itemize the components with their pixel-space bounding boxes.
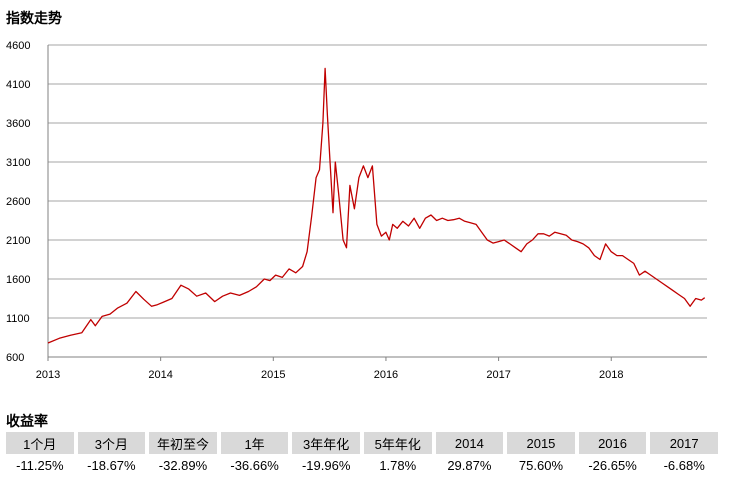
returns-header-cell: 2017	[650, 432, 718, 454]
returns-header-cell: 2015	[507, 432, 575, 454]
x-tick-label: 2014	[148, 369, 172, 381]
index-trend-chart: 600 1100 1600 2100 2600 3100 3600 4100 4600 2013…	[6, 40, 707, 381]
returns-header-cell: 3年年化	[292, 432, 360, 454]
series-line-0	[47, 67, 706, 344]
grid-lines	[48, 44, 707, 319]
returns-value-cell: -18.67%	[87, 457, 136, 473]
y-tick-label: 4600	[6, 40, 30, 52]
y-tick-label: 1600	[6, 274, 30, 286]
returns-value-cell: 29.87%	[447, 457, 492, 473]
x-tick-labels: 2013 2014 2015 2016 2017 2018	[36, 369, 624, 381]
returns-value-cell: -36.66%	[230, 457, 279, 473]
returns-header-cell: 3个月	[77, 432, 146, 454]
chart-title: 指数走势	[6, 10, 62, 26]
x-tick-label: 2017	[486, 369, 510, 381]
returns-header-row: 1个月 3个月 年初至今 1年 3年年化 5年年化 2014 2015 2016 2017	[6, 432, 718, 454]
returns-header-cell: 5年年化	[363, 432, 432, 454]
returns-header-cell: 1个月	[6, 432, 74, 454]
returns-value-row: -11.25% -18.67% -32.89% -36.66% -19.96% 1.78%…	[6, 454, 718, 476]
returns-header-cell: 2016	[578, 432, 647, 454]
returns-value-cell: -11.25%	[16, 457, 64, 473]
y-tick-label: 2100	[6, 235, 30, 247]
x-tick-label: 2013	[36, 369, 60, 381]
y-tick-label: 4100	[6, 79, 30, 91]
y-tick-label: 2600	[6, 196, 30, 208]
returns-header-cell: 年初至今	[149, 432, 217, 454]
series	[47, 67, 706, 344]
y-tick-label: 3600	[6, 118, 30, 130]
axes	[47, 45, 707, 361]
returns-header-cell: 1年	[220, 432, 289, 454]
returns-value-cell: -26.65%	[588, 457, 637, 473]
y-tick-label: 1100	[6, 313, 30, 325]
y-tick-label: 3100	[6, 157, 30, 169]
returns-title: 收益率	[6, 413, 48, 429]
returns-value-cell: 1.78%	[379, 457, 417, 473]
x-tick-label: 2016	[374, 369, 398, 381]
y-tick-label: 600	[6, 352, 24, 364]
returns-table: 1个月 3个月 年初至今 1年 3年年化 5年年化 2014 2015 2016 2017 -11…	[2, 432, 722, 476]
returns-value-cell: -32.89%	[158, 457, 208, 473]
returns-value-cell: -19.96%	[301, 457, 351, 473]
y-tick-labels: 600 1100 1600 2100 2600 3100 3600 4100 4600	[6, 40, 30, 364]
returns-header-cell: 2014	[435, 432, 504, 454]
x-tick-label: 2015	[261, 369, 285, 381]
returns-value-cell: -6.68%	[663, 457, 705, 473]
x-tick-label: 2018	[599, 369, 623, 381]
returns-value-cell: 75.60%	[518, 457, 563, 473]
